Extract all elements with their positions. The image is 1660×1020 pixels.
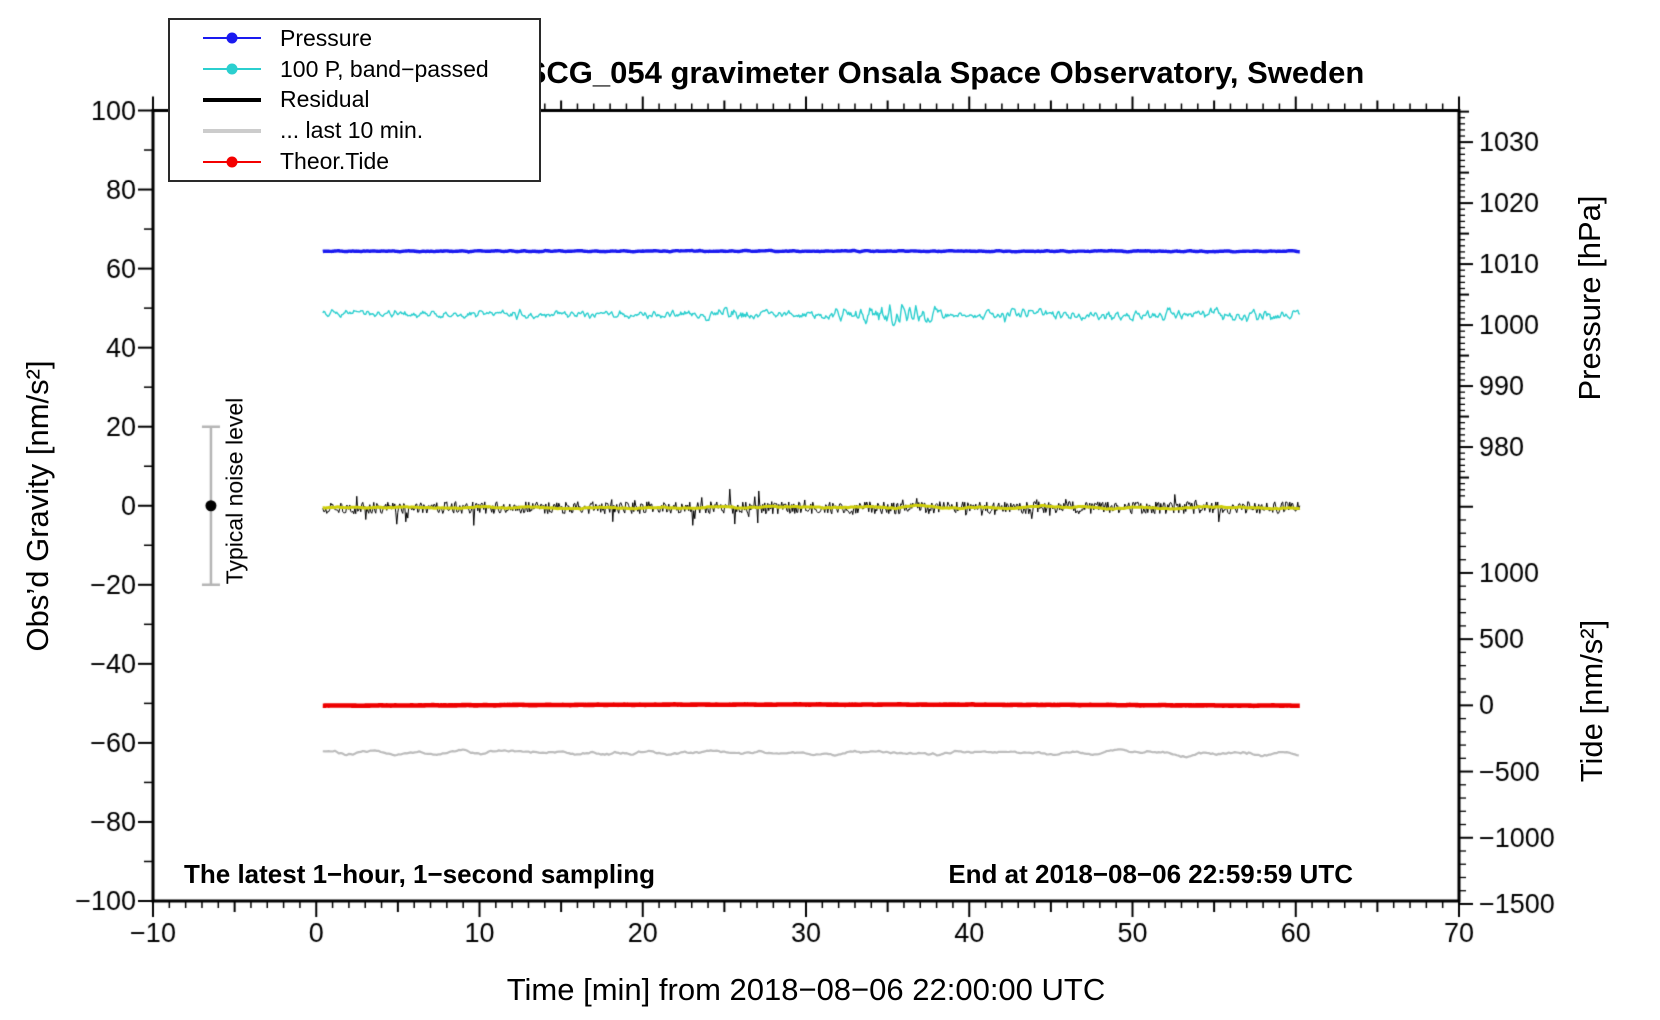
legend-item-bandpassed: 100 P, band−passed — [170, 55, 539, 83]
legend-label-pressure: Pressure — [280, 24, 373, 51]
legend-label-theor-tide: Theor.Tide — [280, 148, 390, 175]
bandpassed-line-swatch — [203, 63, 261, 75]
legend-label-bandpassed: 100 P, band−passed — [280, 55, 489, 82]
residual-line-swatch — [203, 97, 261, 102]
pressure-axis-title: Pressure [hPa] — [1572, 195, 1607, 401]
bandpassed-marker-icon — [226, 63, 238, 75]
tide-axis-title: Tide [nm/s²] — [1574, 619, 1609, 783]
legend-label-residual: Residual — [280, 86, 370, 113]
end-time-note: End at 2018−08−06 22:59:59 UTC — [948, 859, 1353, 889]
legend-item-theor-tide: Theor.Tide — [170, 148, 539, 176]
pressure-line-swatch — [203, 32, 261, 44]
legend-label-last10min: ... last 10 min. — [280, 117, 424, 144]
theor-tide-line-swatch — [203, 156, 261, 168]
legend-item-pressure: Pressure — [170, 24, 539, 52]
chart-title: SCG_054 gravimeter Onsala Space Observat… — [525, 55, 1365, 90]
legend: Pressure 100 P, band−passed Residual ...… — [168, 18, 541, 182]
noise-level-label: Typical noise level — [221, 397, 248, 585]
sampling-note: The latest 1−hour, 1−second sampling — [184, 859, 656, 889]
last10min-line-swatch — [203, 128, 261, 133]
legend-item-residual: Residual — [170, 86, 539, 114]
theor-tide-marker-icon — [226, 156, 238, 168]
x-axis-title: Time [min] from 2018−08−06 22:00:00 UTC — [506, 972, 1106, 1007]
pressure-marker-icon — [226, 32, 238, 44]
left-y-axis-title: Obs’d Gravity [nm/s²] — [20, 360, 55, 652]
legend-item-last10min: ... last 10 min. — [170, 117, 539, 145]
